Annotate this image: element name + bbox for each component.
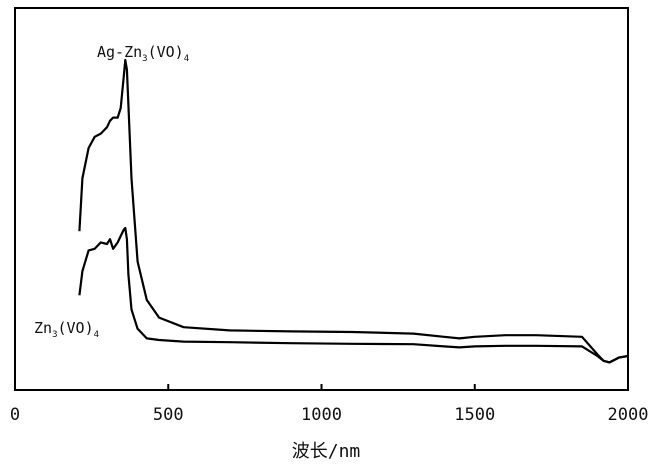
x-axis: 0 500 1000 1500 2000 bbox=[10, 384, 649, 425]
x-tick-label: 0 bbox=[10, 405, 20, 425]
series-labels: Ag-Zn3(VO)4 Zn3(VO)4 bbox=[34, 43, 189, 340]
x-axis-title: 波长/nm bbox=[292, 441, 361, 462]
x-tick-label: 1000 bbox=[301, 405, 342, 425]
x-tick-label: 500 bbox=[153, 405, 184, 425]
x-tick-label: 2000 bbox=[608, 405, 649, 425]
series-line-2 bbox=[78, 226, 629, 364]
series-label-2: Zn3(VO)4 bbox=[34, 319, 99, 340]
x-tick-label: 1500 bbox=[454, 405, 495, 425]
series-label-1: Ag-Zn3(VO)4 bbox=[97, 43, 189, 64]
series-group bbox=[78, 58, 629, 364]
series-line-1 bbox=[78, 58, 629, 364]
